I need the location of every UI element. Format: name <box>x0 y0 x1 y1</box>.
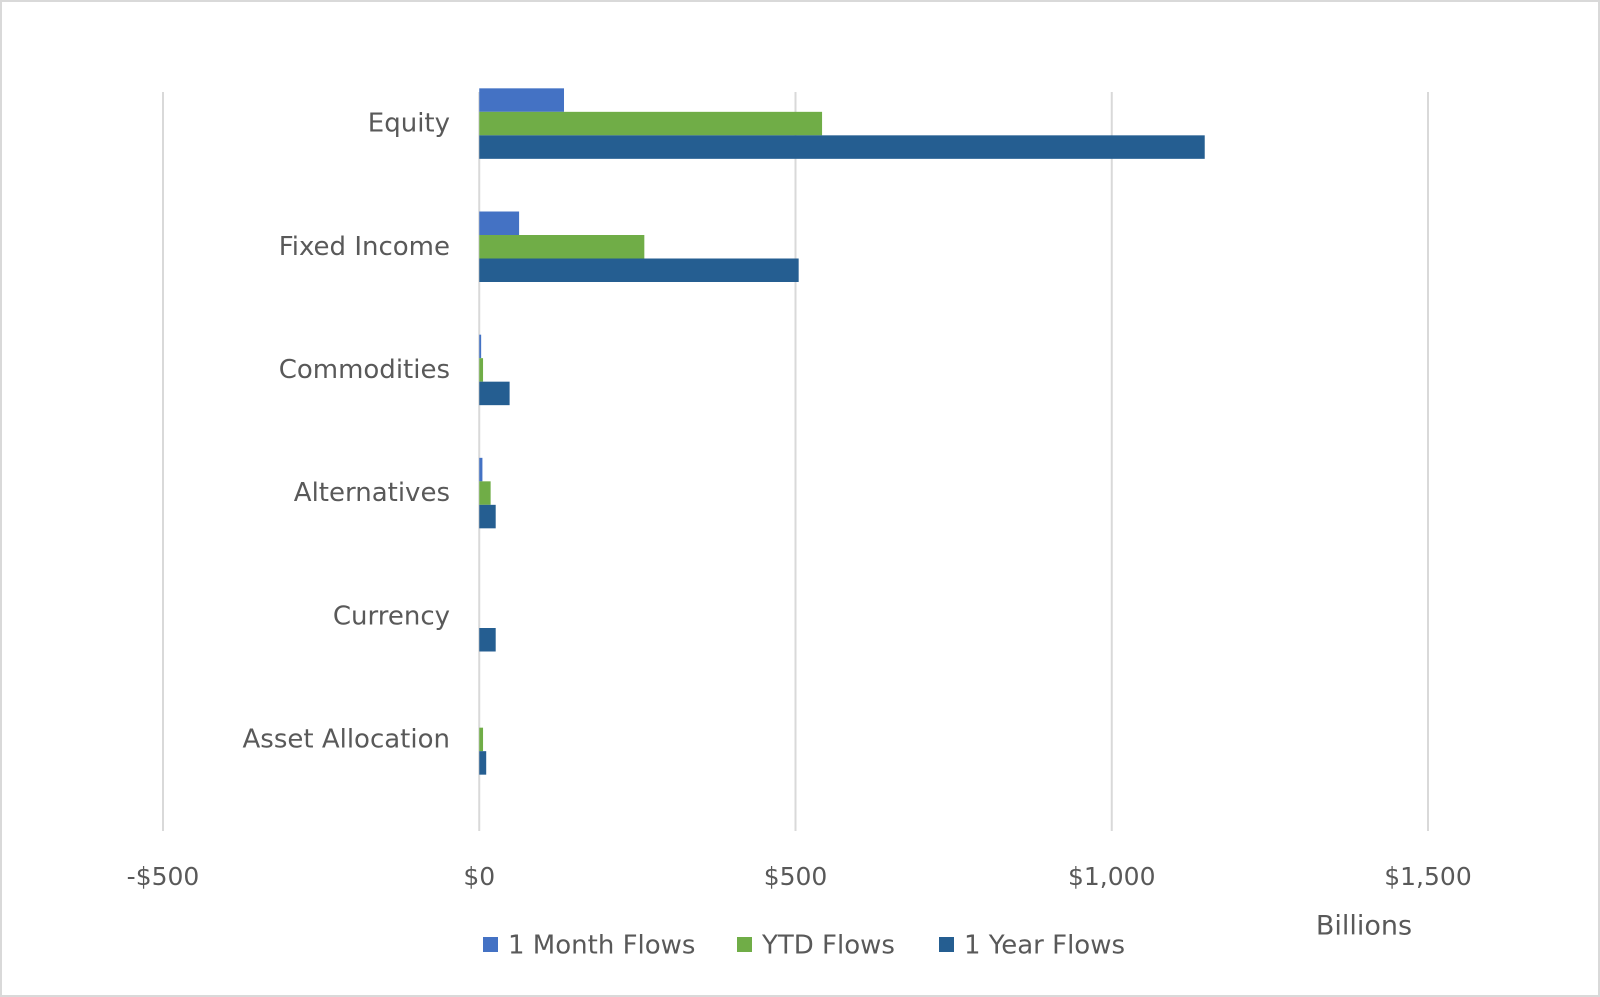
y-tick-label: Commodities <box>279 355 450 385</box>
bar <box>479 727 484 752</box>
x-tick-label: $1,500 <box>1384 862 1471 891</box>
y-tick-label: Equity <box>368 109 450 139</box>
y-tick-label: Asset Allocation <box>242 724 450 754</box>
y-tick-label: Currency <box>333 601 450 631</box>
x-tick-label: -$500 <box>127 862 200 891</box>
x-tick-label: $1,000 <box>1068 862 1155 891</box>
bar <box>479 457 483 482</box>
bar <box>479 111 823 136</box>
bar <box>479 358 484 382</box>
bar <box>479 235 645 259</box>
legend-swatch <box>939 937 954 952</box>
bar <box>479 135 1205 159</box>
y-tick-label: Fixed Income <box>279 232 450 262</box>
y-tick-label: Alternatives <box>294 478 450 508</box>
legend-label: 1 Year Flows <box>964 931 1125 961</box>
bar <box>479 211 520 235</box>
bar <box>479 481 491 505</box>
bar <box>479 504 496 529</box>
x-tick-label: $0 <box>463 862 495 891</box>
bar <box>479 88 565 112</box>
bar <box>479 381 510 406</box>
x-axis-label: Billions <box>1316 911 1412 942</box>
legend-swatch <box>483 937 498 952</box>
legend-label: 1 Month Flows <box>508 931 695 961</box>
bar <box>479 334 482 359</box>
bar <box>479 751 487 775</box>
x-tick-label: $500 <box>764 862 828 891</box>
bar <box>479 258 799 282</box>
legend-swatch <box>737 937 752 952</box>
bar <box>479 628 496 652</box>
legend-label: YTD Flows <box>761 931 895 961</box>
